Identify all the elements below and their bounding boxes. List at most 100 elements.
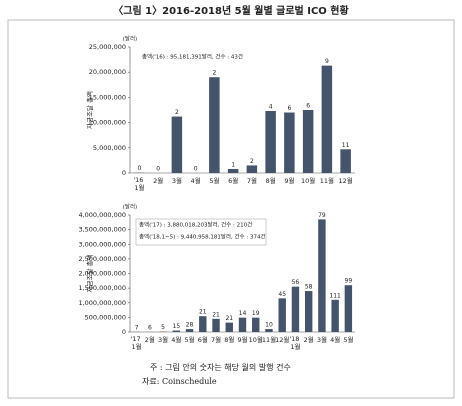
bar (291, 286, 300, 332)
count-label: 111 (329, 292, 341, 299)
bar (246, 165, 258, 173)
bar (185, 329, 194, 332)
bar (340, 149, 351, 173)
bar (331, 299, 339, 332)
count-label: 45 (278, 291, 286, 298)
source: 자료: Coinschedule (142, 377, 217, 386)
y-axis-label: 자금조달 총액 (85, 255, 94, 293)
count-label: 0 (156, 166, 160, 173)
count-label: 56 (292, 279, 300, 286)
bar (318, 219, 326, 332)
annotation: 총액('17) : 3,880,018,203달러, 건수 : 210건 (139, 221, 252, 229)
bar (278, 298, 286, 332)
bar (302, 110, 314, 173)
y-tick-label: 3,000,000,000 (78, 240, 126, 248)
x-tick-label: 8월 (266, 176, 276, 185)
count-label: 19 (252, 310, 260, 317)
count-label: 21 (199, 309, 207, 316)
x-tick-label: 4월 (191, 176, 201, 185)
bar (252, 317, 260, 332)
count-label: 28 (186, 322, 194, 329)
count-label: 21 (212, 311, 220, 318)
y-tick-label: 5,000,000 (93, 144, 126, 152)
bar (212, 318, 220, 332)
count-label: 14 (239, 310, 247, 317)
x-tick-label: 10월 (249, 335, 263, 344)
bar (171, 116, 183, 173)
y-tick-label: 0 (122, 169, 126, 177)
x-tick-label: 7월 (247, 176, 257, 185)
y-tick-label: 25,000,000 (89, 43, 126, 51)
y-tick-label: 20,000,000 (89, 68, 126, 76)
count-label: 6 (287, 105, 291, 112)
bar (238, 317, 247, 332)
bar (265, 329, 273, 332)
count-label: 9 (325, 58, 329, 65)
x-tick-label: 7월 (211, 335, 221, 344)
x-tick-label: 11월 (262, 335, 276, 344)
count-label: 6 (306, 103, 310, 110)
bar (344, 285, 353, 332)
x-tick-label: 9월 (284, 176, 294, 185)
y-tick-label: 1,000,000,000 (78, 299, 126, 307)
x-tick-label: 3월 (172, 176, 182, 185)
count-label: 2 (212, 70, 216, 77)
y-tick-label: 2,000,000,000 (78, 270, 126, 278)
y-tick-label: 3,500,000,000 (78, 226, 126, 234)
count-label: 79 (318, 212, 326, 219)
x-tick-label: 4월 (330, 335, 340, 344)
x-tick-label: 5월 (184, 335, 194, 344)
x-tick-label: 9월 (237, 335, 247, 344)
y-tick-label: 15,000,000 (89, 93, 126, 101)
x-tick-label: 8월 (224, 335, 234, 344)
x-tick-label: 5월 (209, 176, 219, 185)
x-tick-label: 12월 (338, 176, 352, 185)
bar (304, 291, 313, 332)
x-tick-label: 6월 (198, 335, 208, 344)
count-label: 2 (250, 158, 254, 165)
x-tick-label: '18 1월 (289, 335, 301, 351)
count-label: 11 (342, 142, 350, 149)
count-label: 10 (265, 322, 273, 329)
x-tick-label: 5월 (343, 335, 353, 344)
count-label: 6 (148, 324, 152, 331)
y-tick-label: 1,500,000,000 (78, 284, 126, 292)
x-tick-label: 11월 (320, 176, 334, 185)
annotation: 총액('16) : 95,181,391달러, 건수 : 43건 (142, 53, 243, 61)
x-tick-label: 2월 (145, 335, 155, 344)
figure-title: 〈그림 1〉2016-2018년 5월 월별 글로벌 ICO 현황 (113, 4, 349, 17)
count-label: 99 (345, 278, 353, 285)
x-tick-label: 3월 (158, 335, 168, 344)
annotation: 총액('18,1~5) : 9,440,958,181달러, 건수 : 374건 (139, 233, 266, 241)
count-label: 58 (305, 284, 313, 291)
y-tick-label: 0 (122, 328, 126, 336)
count-label: 0 (194, 166, 198, 173)
frame (7, 19, 455, 399)
annotation-box (135, 218, 267, 246)
x-tick-label: 2월 (153, 176, 163, 185)
bar (225, 322, 233, 332)
count-label: 2 (175, 109, 179, 116)
note: 주 : 그림 안의 숫자는 해당 월의 발행 건수 (150, 362, 291, 372)
x-tick-label: 4월 (171, 335, 181, 344)
bar (172, 330, 181, 332)
unit-label: (달러) (123, 35, 137, 43)
bar (199, 316, 207, 332)
count-label: 0 (137, 165, 141, 172)
y-tick-label: 4,000,000,000 (78, 211, 126, 219)
count-label: 21 (225, 315, 233, 322)
x-tick-label: 12월 (275, 335, 289, 344)
y-tick-label: 2,500,000,000 (78, 255, 126, 263)
count-label: 4 (269, 104, 273, 111)
count-label: 15 (173, 323, 181, 330)
x-tick-label: 10월 (301, 176, 315, 185)
count-label: 5 (161, 324, 165, 331)
bar (284, 112, 295, 173)
x-tick-label: '16 1월 (133, 176, 145, 192)
bar (321, 65, 333, 173)
y-axis-label: 자금조달 총액 (85, 91, 94, 129)
x-tick-label: 2월 (304, 335, 314, 344)
y-tick-label: 500,000,000 (85, 313, 126, 321)
count-label: 1 (231, 161, 235, 168)
